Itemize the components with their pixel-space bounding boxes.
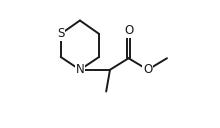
Text: O: O <box>124 24 133 37</box>
Text: O: O <box>143 63 152 76</box>
Text: S: S <box>57 27 64 40</box>
Text: N: N <box>75 63 84 76</box>
